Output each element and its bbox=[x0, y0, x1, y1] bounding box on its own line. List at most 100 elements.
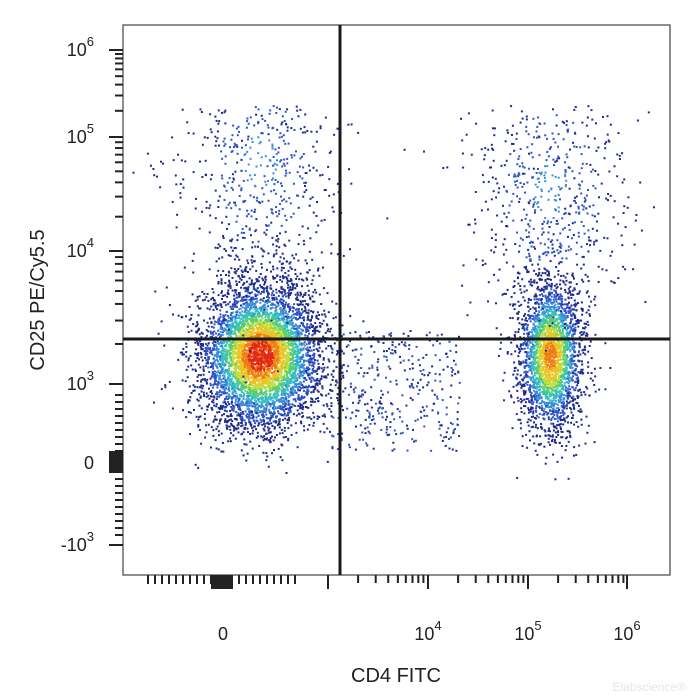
event-dot bbox=[235, 403, 238, 406]
event-dot bbox=[295, 356, 298, 358]
event-dot bbox=[332, 317, 335, 320]
event-dot bbox=[271, 298, 274, 301]
event-dot bbox=[289, 409, 292, 412]
event-dot bbox=[255, 333, 258, 336]
event-dot bbox=[182, 348, 185, 350]
event-dot bbox=[298, 340, 301, 343]
event-dot bbox=[299, 405, 302, 408]
event-dot bbox=[210, 376, 213, 379]
event-dot bbox=[246, 395, 249, 398]
event-dot bbox=[197, 424, 200, 427]
event-dot bbox=[256, 420, 259, 423]
event-dot bbox=[217, 382, 220, 385]
event-dot bbox=[220, 364, 223, 366]
event-dot bbox=[221, 358, 224, 361]
event-dot bbox=[292, 348, 295, 351]
event-dot bbox=[259, 284, 262, 287]
event-dot bbox=[292, 284, 295, 287]
event-dot bbox=[262, 360, 265, 363]
event-dot bbox=[197, 425, 200, 428]
event-dot bbox=[225, 249, 227, 252]
event-dot bbox=[292, 363, 295, 366]
event-dot bbox=[282, 319, 285, 322]
event-dot bbox=[261, 323, 263, 326]
event-dot bbox=[246, 452, 249, 455]
event-dot bbox=[266, 380, 269, 383]
event-dot bbox=[241, 375, 244, 378]
event-dot bbox=[223, 376, 226, 379]
event-dot bbox=[285, 400, 288, 403]
event-dot bbox=[235, 353, 238, 356]
event-dot bbox=[313, 300, 316, 303]
event-dot bbox=[197, 466, 200, 469]
event-dot bbox=[267, 374, 270, 377]
event-dot bbox=[295, 366, 298, 369]
event-dot bbox=[246, 353, 249, 356]
event-dot bbox=[257, 435, 259, 438]
event-dot bbox=[246, 351, 249, 354]
event-dot bbox=[279, 275, 282, 278]
event-dot bbox=[185, 342, 188, 345]
event-dot bbox=[181, 316, 184, 319]
event-dot bbox=[168, 380, 171, 383]
event-dot bbox=[273, 322, 276, 325]
event-dot bbox=[243, 352, 246, 355]
event-dot bbox=[309, 378, 311, 381]
event-dot bbox=[323, 431, 326, 434]
event-dot bbox=[259, 353, 262, 356]
event-dot bbox=[281, 298, 284, 301]
event-dot bbox=[256, 278, 259, 281]
event-dot bbox=[216, 340, 219, 342]
event-dot bbox=[268, 261, 271, 264]
event-dot bbox=[200, 407, 203, 410]
event-dot bbox=[241, 315, 244, 318]
event-dot bbox=[306, 416, 309, 419]
event-dot bbox=[257, 320, 260, 323]
event-dot bbox=[253, 419, 256, 422]
event-dot bbox=[211, 331, 214, 334]
event-dot bbox=[287, 399, 290, 402]
event-dot bbox=[327, 311, 330, 314]
event-dot bbox=[200, 353, 203, 356]
event-dot bbox=[215, 332, 218, 335]
event-dot bbox=[307, 329, 310, 332]
event-dot bbox=[281, 367, 284, 369]
event-dot bbox=[251, 333, 254, 336]
event-dot bbox=[218, 372, 221, 375]
event-dot bbox=[247, 317, 250, 320]
event-dot bbox=[226, 381, 228, 384]
event-dot bbox=[256, 347, 259, 350]
event-dot bbox=[310, 417, 313, 420]
event-dot bbox=[209, 330, 212, 333]
event-dot bbox=[257, 377, 260, 380]
event-dot bbox=[273, 426, 276, 429]
event-dot bbox=[297, 259, 300, 262]
event-dot bbox=[225, 350, 228, 353]
event-dot bbox=[265, 395, 268, 398]
event-dot bbox=[199, 339, 202, 342]
event-dot bbox=[245, 398, 248, 401]
event-dot bbox=[277, 384, 280, 387]
event-dot bbox=[264, 397, 267, 400]
event-dot bbox=[280, 377, 283, 380]
event-dot bbox=[284, 436, 287, 438]
event-dot bbox=[259, 298, 262, 301]
event-dot bbox=[286, 383, 289, 386]
event-dot bbox=[234, 340, 237, 343]
event-dot bbox=[240, 360, 243, 363]
event-dot bbox=[187, 357, 190, 360]
event-dot bbox=[311, 334, 314, 337]
event-dot bbox=[262, 279, 265, 282]
event-dot bbox=[290, 406, 293, 409]
event-dot bbox=[252, 374, 255, 377]
event-dot bbox=[260, 329, 263, 332]
event-dot bbox=[257, 245, 259, 248]
event-dot bbox=[228, 387, 231, 390]
event-dot bbox=[279, 375, 282, 378]
event-dot bbox=[241, 276, 244, 278]
event-dot bbox=[228, 396, 231, 399]
event-dot bbox=[256, 365, 259, 368]
event-dot bbox=[239, 417, 242, 420]
event-dot bbox=[251, 261, 254, 264]
event-dot bbox=[239, 340, 242, 343]
